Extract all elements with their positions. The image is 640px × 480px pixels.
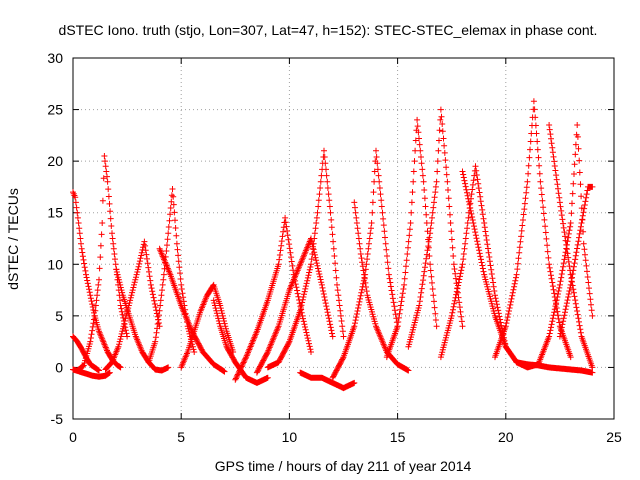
series-markers (232, 214, 314, 383)
data-series-17 (383, 116, 440, 361)
series-markers (351, 199, 412, 374)
data-series (70, 98, 596, 392)
x-tick-label: 10 (282, 429, 298, 445)
y-tick-label: 5 (55, 308, 63, 324)
data-series-8 (156, 245, 228, 375)
data-series-5 (102, 238, 163, 373)
y-tick-label: 10 (47, 256, 63, 272)
data-series-6 (113, 266, 172, 374)
y-tick-label: 0 (55, 359, 63, 375)
data-series-13 (264, 147, 347, 371)
series-markers (253, 235, 336, 376)
y-tick-label: 25 (47, 102, 63, 118)
series-markers (102, 238, 163, 373)
series-markers (156, 245, 228, 375)
series-markers (383, 116, 440, 361)
data-series-11 (232, 214, 314, 383)
y-tick-label: 20 (47, 153, 63, 169)
data-series-9 (178, 281, 237, 371)
series-markers (556, 183, 596, 340)
series-markers (264, 147, 347, 371)
data-series-16 (351, 199, 412, 374)
series-markers (113, 266, 172, 374)
series-markers (210, 297, 271, 386)
y-tick-label: 15 (47, 205, 63, 221)
series-markers (513, 359, 596, 376)
series-markers (405, 106, 466, 350)
axis-ticks: 0 5 10 15 20 25 -5 0 5 10 15 20 25 30 (47, 50, 622, 445)
data-series-12 (253, 235, 336, 376)
x-tick-label: 15 (390, 429, 406, 445)
data-series-23 (546, 122, 596, 371)
data-series-24 (513, 359, 596, 376)
series-markers (297, 369, 358, 392)
x-tick-label: 5 (177, 429, 185, 445)
data-series-25 (556, 183, 596, 340)
x-tick-label: 20 (498, 429, 514, 445)
data-series-18 (405, 106, 466, 350)
data-series-2 (70, 333, 102, 374)
series-markers (546, 122, 596, 371)
grid-lines (73, 58, 614, 419)
x-tick-label: 0 (69, 429, 77, 445)
series-markers (329, 147, 401, 381)
data-series-14 (297, 369, 358, 392)
plot-frame (72, 57, 615, 420)
data-series-15 (329, 147, 401, 381)
y-tick-label: 30 (47, 50, 63, 66)
y-axis-label: dSTEC / TECUs (5, 188, 21, 290)
x-tick-label: 25 (606, 429, 622, 445)
chart-title: dSTEC Iono. truth (stjo, Lon=307, Lat=47… (59, 22, 598, 38)
data-series-10 (210, 297, 271, 386)
y-tick-label: -5 (51, 411, 64, 427)
x-axis-label: GPS time / hours of day 211 of year 2014 (215, 458, 472, 474)
series-markers (178, 281, 237, 371)
series-markers (70, 333, 102, 374)
